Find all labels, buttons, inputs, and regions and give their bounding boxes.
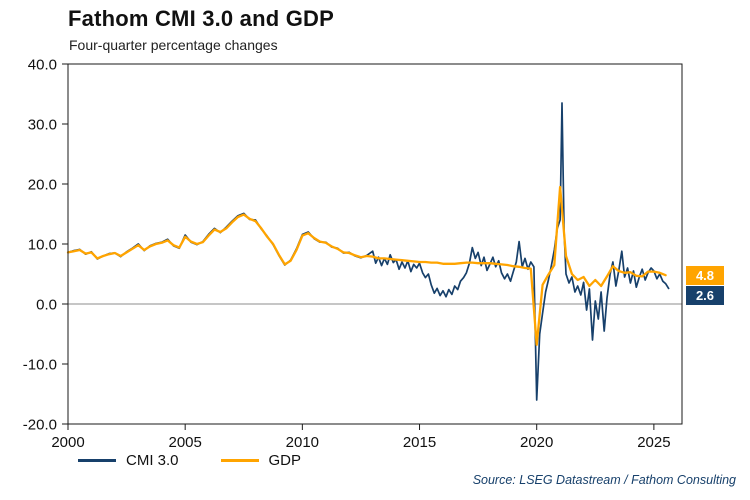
legend-label-cmi: CMI 3.0 [126,452,179,469]
x-axis-tick-label: 2025 [637,434,670,451]
x-axis-tick-label: 2020 [520,434,553,451]
x-axis-tick-label: 2010 [286,434,319,451]
chart-title: Fathom CMI 3.0 and GDP [68,6,334,31]
y-axis-tick-label: -10.0 [23,356,57,373]
gdp-line-swatch [220,459,259,462]
source-note: Source: LSEG Datastream / Fathom Consult… [472,473,736,487]
y-axis-tick-label: -20.0 [23,416,57,433]
y-axis-tick-label: 10.0 [28,236,57,253]
y-axis-tick-label: 20.0 [28,176,57,193]
cmi-end-value-badge: 2.6 [686,285,724,305]
gdp-line [66,185,667,346]
y-axis-tick-label: 30.0 [28,116,57,133]
y-axis-tick-label: 0.0 [36,296,57,313]
legend-item-gdp: GDP [220,452,302,469]
legend-label-gdp: GDP [268,452,302,469]
chart-subtitle: Four-quarter percentage changes [69,37,278,53]
legend: CMI 3.0 GDP [78,452,301,469]
x-axis-tick-label: 2005 [168,434,201,451]
x-axis-tick-label: 2000 [51,434,84,451]
cmi-line-swatch [78,459,116,462]
cmi-3-0-line [67,102,670,401]
gdp-end-value-badge: 4.8 [686,265,724,285]
legend-item-cmi: CMI 3.0 [78,452,179,469]
x-axis-tick-label: 2015 [403,434,436,451]
y-axis-tick-label: 40.0 [28,56,57,73]
